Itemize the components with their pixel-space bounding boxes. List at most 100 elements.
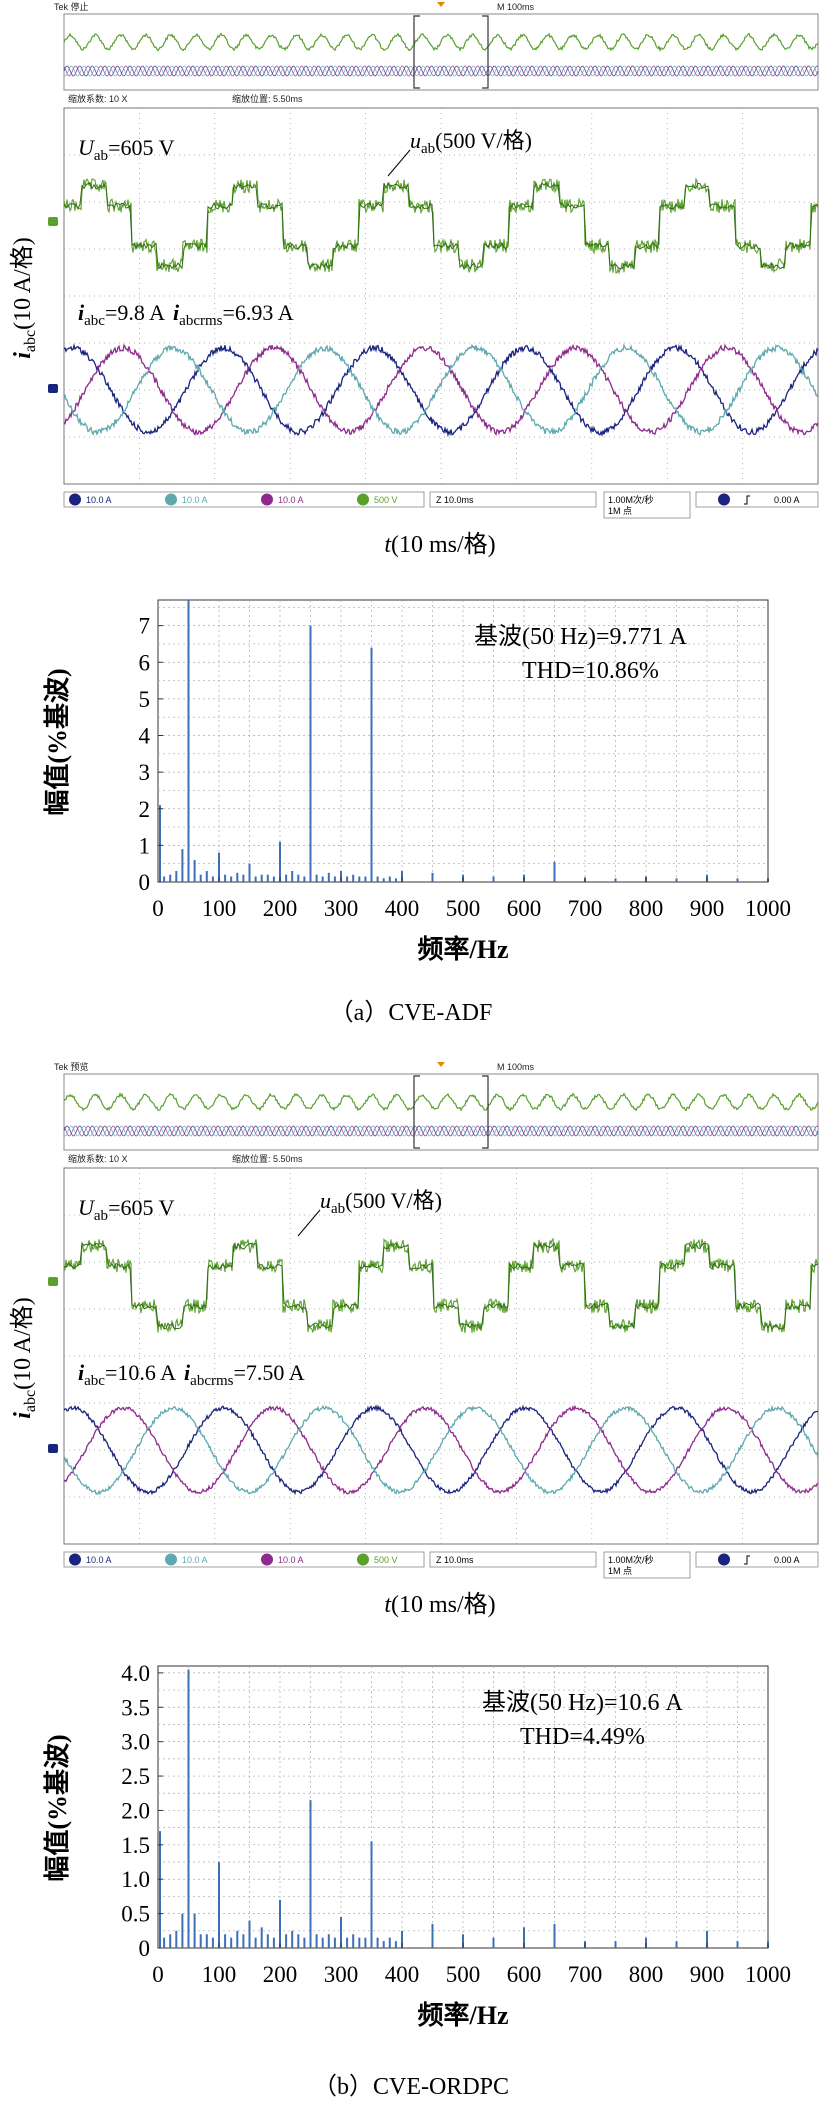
spectrum-bar [352, 1934, 355, 1948]
irms-value: =7.50 A [234, 1360, 305, 1385]
spectrum-bar [333, 876, 336, 882]
spectrum-y-tick-label: 4 [139, 724, 151, 749]
current-phase-trace [63, 343, 819, 437]
trigger-level-label: 0.00 A [774, 1555, 800, 1565]
spectrum-bar [376, 876, 379, 882]
spectrum-bar [376, 1937, 379, 1948]
spectrum-bar [297, 1934, 300, 1948]
spectrum-x-tick-label: 300 [324, 896, 359, 921]
iabc-subscript: abc [84, 1373, 105, 1389]
sample-rate-box [603, 491, 691, 519]
spectrum-x-tick-label: 800 [629, 1962, 664, 1987]
spectrum-bar [236, 1930, 239, 1948]
thd-annotation: THD=4.49% [520, 1724, 645, 1750]
overview-current-trace [63, 1125, 819, 1137]
spectrum-x-axis-label: 频率/Hz [418, 2000, 509, 2030]
ylabel-symbol: i [10, 352, 36, 359]
spectrum-bar [388, 1937, 391, 1948]
spectrum-bar [614, 878, 617, 882]
uab-scale-symbol: u [410, 128, 421, 153]
spectrum-y-tick-label: 7 [139, 614, 151, 639]
spectrum-y-tick-label: 2.5 [121, 1764, 150, 1789]
voltage-uab-trace-core [63, 181, 819, 271]
spectrum-x-tick-label: 0 [152, 1962, 164, 1987]
spectrum-y-tick-label: 3.5 [121, 1695, 150, 1720]
scope-y-axis-label: iabc(10 A/格) [9, 1297, 39, 1419]
spectrum-bar [401, 1930, 403, 1948]
channel-2-scale: 10.0 A [182, 1555, 208, 1565]
spectrum-x-tick-label: 500 [446, 1962, 481, 1987]
iabc-symbol: i [78, 300, 85, 325]
spectrum-x-tick-label: 400 [385, 1962, 420, 1987]
trigger-source-badge [718, 1553, 730, 1566]
panel-b-caption: （b）CVE-ORDPC [313, 2074, 509, 2100]
overview-voltage-trace [63, 32, 819, 52]
spectrum-bar [260, 1927, 263, 1948]
spectrum-bar [333, 1937, 336, 1948]
ylabel-subscript: abc [22, 1390, 39, 1412]
spectrum-bar [364, 876, 367, 882]
spectrum-bar [175, 1930, 178, 1948]
spectrum-y-tick-label: 1 [139, 833, 151, 858]
spectrum-bar [309, 1800, 312, 1948]
spectrum-bar [321, 1937, 324, 1948]
uab-symbol: U [78, 1195, 96, 1220]
spectrum-bar [370, 647, 373, 882]
trigger-slope-icon [744, 495, 750, 505]
trigger-box [695, 491, 819, 508]
spectrum-bar [254, 876, 257, 882]
spectrum-bar [340, 1917, 342, 1948]
overview-current-trace [63, 65, 819, 77]
fundamental-annotation: 基波(50 Hz)=9.771 A [474, 623, 688, 650]
irms-subscript: abcrms [179, 313, 222, 329]
spectrum-bar [291, 871, 294, 882]
spectrum-bar [309, 625, 312, 882]
spectrum-bar [242, 874, 245, 882]
xlabel-symbol: t [384, 532, 392, 558]
sample-rate-label: 1.00M次/秒 [608, 494, 654, 505]
spectrum-bar [272, 876, 275, 882]
spectrum-x-tick-label: 200 [263, 1962, 298, 1987]
spectrum-bar [523, 1927, 525, 1948]
spectrum-bar [382, 878, 385, 882]
channel-2-badge [165, 1553, 177, 1566]
spectrum-bar [394, 1941, 397, 1948]
spectrum-bar [285, 1934, 288, 1948]
spectrum-bar [159, 1831, 161, 1948]
spectrum-bar [315, 874, 318, 882]
scope-timebase-label: M 100ms [497, 1062, 535, 1072]
spectrum-y-tick-label: 0 [139, 1936, 151, 1961]
spectrum-bar [187, 1669, 190, 1948]
uab-value: =605 V [108, 135, 175, 160]
spectrum-bar [388, 876, 391, 882]
spectrum-bar [187, 600, 190, 882]
spectrum-bar [364, 1937, 367, 1948]
spectrum-y-tick-label: 2.0 [121, 1798, 150, 1823]
record-length-label: 1M 点 [608, 506, 632, 516]
scope-x-axis-label: t(10 ms/格) [384, 531, 495, 558]
xlabel-unit: (10 ms/格) [391, 531, 496, 558]
channel-1-scale: 10.0 A [86, 1555, 112, 1565]
spectrum-bar [431, 1923, 434, 1948]
spectrum-bar [736, 1941, 739, 1948]
scope-status-label: Tek 预览 [54, 1061, 89, 1072]
spectrum-x-tick-label: 1000 [745, 1962, 791, 1987]
spectrum-bar [358, 1937, 361, 1948]
uab-scale-subscript: ab [331, 1201, 345, 1217]
spectrum-bar [303, 1937, 306, 1948]
iabc-value: =9.8 A [105, 300, 165, 325]
spectrum-bar [285, 874, 288, 882]
spectrum-bar [260, 874, 263, 882]
channel-4-scale: 500 V [374, 495, 398, 505]
spectrum-bar [175, 871, 178, 882]
spectrum-bar [211, 876, 214, 882]
irms-value: =6.93 A [223, 300, 294, 325]
spectrum-y-tick-label: 0 [139, 870, 151, 895]
spectrum-bar [163, 1937, 166, 1948]
voltage-uab-trace [63, 1237, 819, 1334]
spectrum-chart-0: 0 100 200 300 400 500 600 700 800 900 1000 0 1 2 3 4 5 6 7… [43, 599, 791, 964]
spectrum-bar [205, 1934, 208, 1948]
panel-a-caption: （a）CVE-ADF [330, 1000, 493, 1026]
